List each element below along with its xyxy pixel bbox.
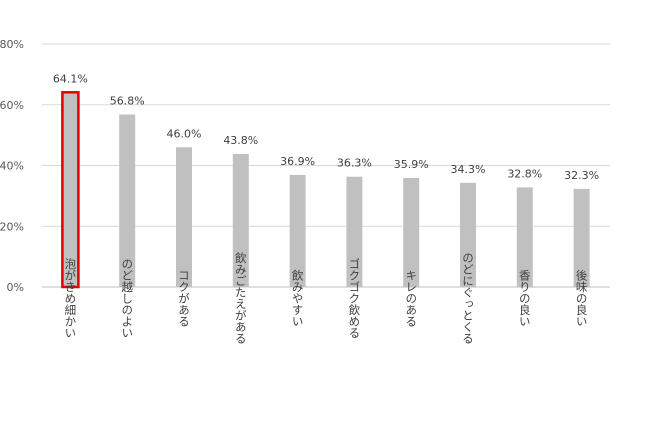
data-label: 36.3% [337, 157, 372, 170]
category-label: ゴクゴク飲める [347, 257, 361, 338]
data-label: 46.0% [167, 127, 202, 140]
grid-lines [42, 43, 610, 288]
data-label: 35.9% [394, 158, 429, 171]
bar [460, 182, 476, 287]
bar [403, 177, 420, 287]
y-tick-label: 0% [7, 281, 24, 294]
bar [119, 114, 136, 287]
category-label: コクがある [177, 269, 191, 327]
bar [516, 187, 533, 287]
y-tick-label: 40% [0, 160, 24, 173]
bar [176, 147, 192, 287]
data-label: 36.9% [280, 155, 315, 168]
bar [289, 174, 306, 287]
data-label: 56.8% [110, 94, 145, 107]
bars [61, 91, 590, 289]
category-label: キレのある [404, 269, 418, 327]
data-labels: 64.1% 56.8% 46.0% 43.8% 36.9% 36.3% 35.9% 34.3%… [53, 72, 599, 182]
y-tick-label: 80% [0, 38, 24, 51]
category-label: 後味の良い [575, 268, 589, 326]
category-label: 飲みやすい [291, 268, 305, 326]
y-tick-label: 20% [0, 220, 24, 233]
category-label: 泡がきめ細かい [63, 257, 77, 338]
bar [346, 176, 363, 287]
y-axis-ticks: 0% 20% 40% 60% 80% [0, 38, 24, 294]
category-label: のど越しのよい [120, 258, 134, 339]
bar [61, 91, 80, 289]
data-label: 32.8% [507, 167, 542, 180]
data-label: 64.1% [53, 72, 88, 85]
bar [232, 153, 249, 287]
category-labels: 泡がきめ細かい のど越しのよい コクがある 飲みごたえがある 飲みやすい ゴクゴク飲める キ… [63, 251, 588, 344]
bar [573, 188, 590, 287]
data-label: 34.3% [451, 163, 486, 176]
category-label: 飲みごたえがある [234, 251, 248, 344]
data-label: 32.3% [564, 169, 599, 182]
category-label: 香りの良い [518, 269, 532, 327]
data-label: 43.8% [223, 134, 258, 147]
category-label: のどにぐっとくる [461, 252, 475, 344]
y-tick-label: 60% [0, 99, 24, 112]
